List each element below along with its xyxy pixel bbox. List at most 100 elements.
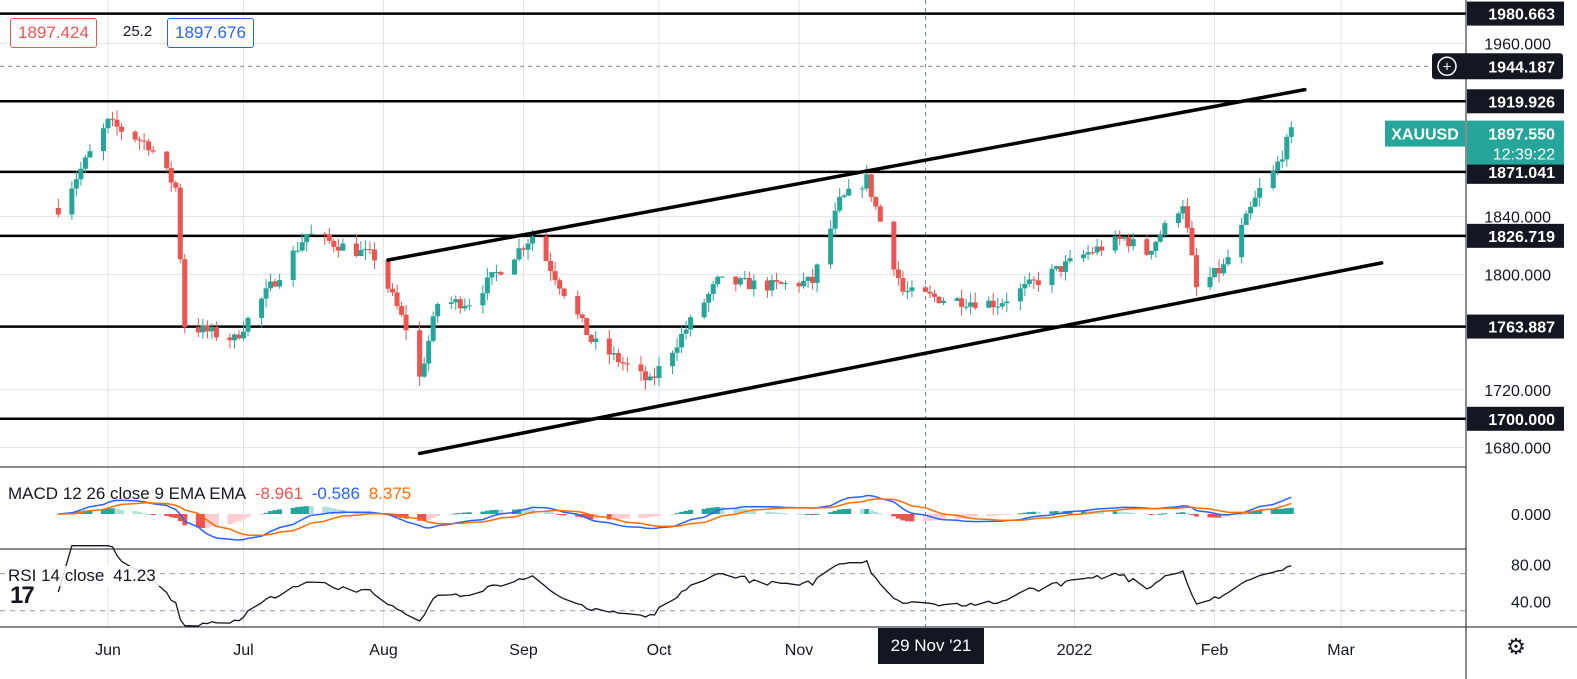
macd-histogram-bar (922, 514, 928, 522)
macd-histogram-bar (1130, 512, 1136, 514)
macd-legend[interactable]: MACD 12 26 close 9 EMA EMA -8.961 -0.586… (8, 484, 415, 504)
candle-body (683, 329, 689, 334)
candle-body (516, 248, 522, 260)
macd-histogram-bar (1067, 510, 1073, 514)
candle-body (575, 296, 581, 315)
candle-body (511, 259, 517, 275)
candle-body (810, 276, 816, 283)
candle-body (828, 228, 834, 265)
macd-histogram-bar (1279, 508, 1285, 514)
macd-histogram-bar (1216, 514, 1222, 518)
candle-body (1062, 261, 1068, 272)
candle-body (837, 196, 843, 211)
macd-histogram-bar (417, 514, 423, 521)
macd-histogram-bar (837, 509, 843, 514)
channel-lower-line (417, 261, 1384, 456)
candle-body (1180, 206, 1186, 214)
candle-body (1275, 161, 1281, 172)
macd-histogram-bar (814, 513, 820, 515)
macd-histogram-bar (782, 513, 788, 515)
rsi-legend[interactable]: RSI 14 close 41.23 (8, 566, 160, 586)
macd-histogram-bar (615, 514, 621, 520)
level-price-label-bg (1467, 406, 1564, 431)
candle-body (1017, 288, 1023, 302)
horizontal-levels (0, 12, 1466, 421)
macd-histogram-bar (656, 514, 662, 516)
candle-body (177, 187, 183, 260)
macd-histogram-bar (805, 513, 811, 515)
macd-histogram-bar (1148, 514, 1154, 515)
macd-signal-line (58, 498, 1292, 537)
candle-body (746, 277, 752, 290)
macd-histogram-bar (1257, 510, 1263, 514)
candle-body (435, 303, 441, 317)
candle-body (1026, 279, 1032, 284)
candle-body (105, 118, 111, 129)
candle-body (1243, 213, 1249, 225)
candle-body (55, 208, 61, 215)
bid-price-box[interactable]: 1897.424 (10, 18, 97, 48)
macd-histogram-bar (326, 507, 332, 514)
candle-body (814, 264, 820, 283)
tradingview-logo-icon[interactable]: 17 (10, 582, 35, 609)
candle-body (308, 233, 314, 235)
macd-histogram-bar (936, 514, 942, 521)
macd-histogram-bar (209, 514, 215, 527)
candle-body (801, 280, 807, 287)
candle-body (484, 277, 490, 294)
candle-body (742, 277, 748, 279)
candle-body (1153, 241, 1159, 251)
macd-histogram-bar (606, 514, 612, 520)
macd-histogram-bar (1053, 511, 1059, 514)
bar-countdown-label: 12:39:22 (1493, 147, 1555, 164)
candle-body (1189, 227, 1195, 256)
macd-histogram-bar (403, 514, 409, 519)
macd-histogram-bar (1058, 511, 1064, 514)
macd-histogram-bar (308, 506, 314, 514)
macd-histogram-bar (990, 514, 996, 516)
candle-body (173, 182, 179, 188)
candle-body (430, 316, 436, 341)
candle-body (552, 271, 558, 281)
macd-histogram-bar (674, 513, 680, 515)
macd-histogram-bar (679, 511, 685, 514)
macd-histogram-bar (1117, 511, 1123, 514)
grid-lines (0, 0, 1465, 627)
candle-body (73, 179, 79, 189)
macd-histogram-bar (231, 514, 237, 523)
macd-line (58, 494, 1292, 541)
candle-body (1162, 223, 1168, 236)
macd-histogram-bar (683, 510, 689, 514)
candle-body (399, 306, 405, 315)
candle-body (1252, 197, 1258, 207)
macd-histogram-bar (1049, 511, 1055, 514)
candle-body (1053, 266, 1059, 269)
macd-histogram-bar (168, 514, 174, 518)
candle-body (1090, 252, 1096, 254)
macd-histogram-bar (999, 514, 1005, 515)
candle-body (466, 305, 472, 307)
candle-body (150, 150, 156, 152)
level-price-label: 1700.000 (1488, 412, 1555, 429)
candle-body (290, 250, 296, 280)
candle-body (624, 363, 630, 365)
ask-price-box[interactable]: 1897.676 (167, 18, 254, 48)
macd-histogram-bar (1180, 512, 1186, 514)
candle-body (846, 188, 852, 196)
macd-histogram-bar (1284, 508, 1290, 514)
macd-histogram-bar (801, 513, 807, 515)
symbol-label-bg (1385, 120, 1465, 147)
settings-gear-icon[interactable]: ⚙ (1506, 634, 1526, 659)
y-tick-label: 1720.000 (1484, 383, 1551, 400)
macd-histogram-bar (1189, 514, 1195, 515)
macd-histogram-bar (548, 511, 554, 514)
macd-histogram-bar (1288, 507, 1294, 514)
candle-body (1121, 237, 1127, 239)
add-alert-icon (1437, 56, 1457, 77)
macd-histogram-bar (733, 507, 739, 514)
macd-histogram-bar (173, 514, 179, 519)
macd-histogram-bar (236, 514, 242, 522)
macd-histogram-bar (706, 508, 712, 514)
candle-body (796, 283, 802, 287)
